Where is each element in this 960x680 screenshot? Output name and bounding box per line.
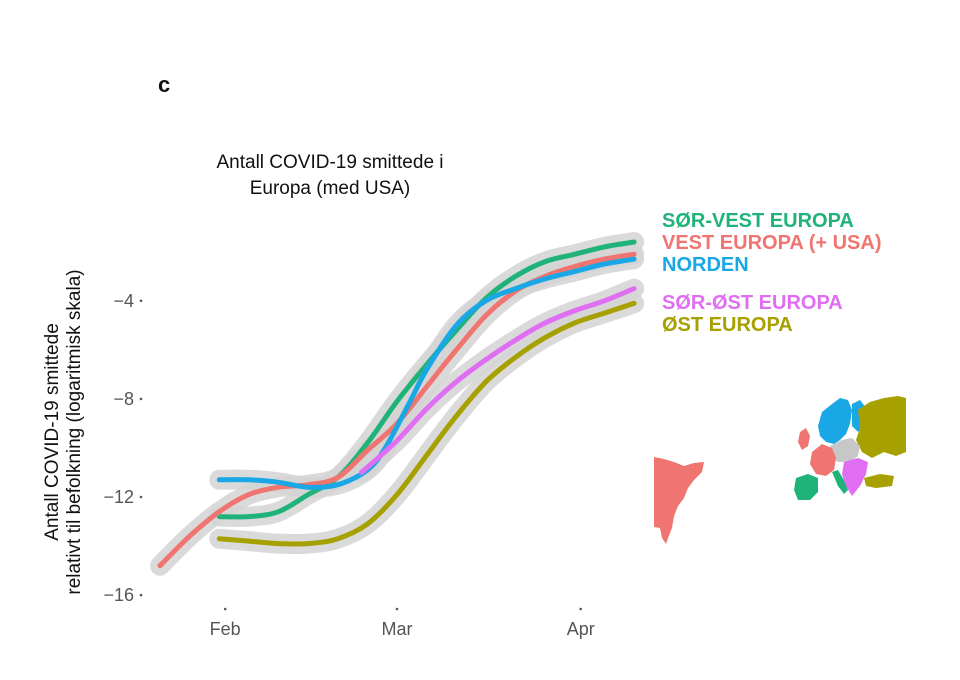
x-tick-label: Feb bbox=[210, 619, 241, 639]
legend: SØR-VEST EUROPA VEST EUROPA (+ USA) NORDEN… bbox=[662, 210, 881, 336]
map-east-europe-shape bbox=[856, 396, 906, 458]
y-tick-mark bbox=[139, 397, 143, 401]
y-tick-label: −8 bbox=[113, 389, 134, 409]
x-tick-mark bbox=[395, 607, 399, 611]
map-italy-shape bbox=[832, 470, 848, 494]
y-tick-mark bbox=[139, 495, 143, 499]
chart-title-line-1: Antall COVID-19 smittede i bbox=[216, 152, 444, 173]
x-tick-mark bbox=[579, 607, 582, 611]
series-lines bbox=[157, 239, 637, 569]
y-tick-label: −4 bbox=[113, 291, 134, 311]
y-tick-mark bbox=[139, 299, 143, 303]
map-uk-shape bbox=[798, 428, 810, 450]
europe-map-inset bbox=[654, 396, 906, 544]
y-tick-label: −12 bbox=[103, 487, 134, 507]
legend-item-norden: NORDEN bbox=[662, 254, 749, 276]
y-tick-label: −16 bbox=[103, 585, 134, 605]
series-line-s-r-vest-europa bbox=[216, 239, 637, 520]
map-southeast-europe-shape bbox=[842, 458, 868, 496]
legend-item-vest-europa-usa: VEST EUROPA (+ USA) bbox=[662, 232, 882, 254]
map-usa-shape bbox=[654, 457, 704, 544]
x-tick-label: Apr bbox=[567, 619, 595, 639]
legend-item-st-europa: ØST EUROPA bbox=[662, 314, 793, 336]
chart-title: Antall COVID-19 smittede i Europa (med U… bbox=[160, 150, 500, 202]
x-tick-label: Mar bbox=[382, 619, 413, 639]
legend-item-s-r-st-europa: SØR-ØST EUROPA bbox=[662, 292, 843, 314]
x-tick-mark bbox=[223, 607, 227, 611]
map-southwest-europe-shape bbox=[794, 474, 818, 500]
y-tick-mark bbox=[139, 593, 143, 597]
map-norden-shape bbox=[818, 398, 852, 444]
legend-spacer bbox=[662, 276, 881, 292]
map-turkey-shape bbox=[864, 474, 894, 488]
panel-label: c bbox=[158, 72, 171, 97]
legend-item-s-r-vest-europa: SØR-VEST EUROPA bbox=[662, 210, 854, 232]
map-west-europe-shape bbox=[810, 444, 836, 476]
series-line-norden bbox=[216, 256, 637, 490]
chart-title-line-2: Europa (med USA) bbox=[249, 178, 411, 199]
map-central-europe-shape bbox=[830, 438, 860, 462]
series-line-s-r-st-europa bbox=[359, 286, 637, 475]
axes: −4 −8 −12 −16 Feb Mar Apr bbox=[103, 291, 594, 639]
series-line-st-europa bbox=[216, 300, 637, 547]
